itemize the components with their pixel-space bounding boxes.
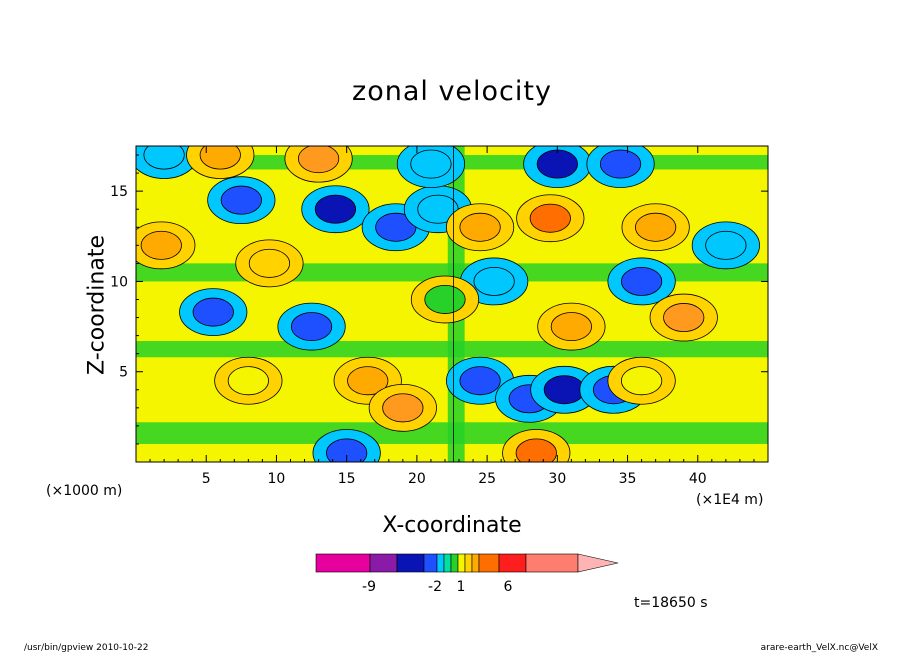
contour-blob-core bbox=[550, 312, 593, 342]
contour-blob-core bbox=[410, 149, 452, 179]
y-axis: 5 10 15 bbox=[110, 154, 768, 445]
colorbar: -9 -2 1 6 bbox=[315, 553, 619, 595]
x-tick-label: 15 bbox=[338, 471, 356, 487]
contour-blob-core bbox=[635, 212, 677, 242]
x-tick-label: 10 bbox=[268, 471, 286, 487]
contour-blob-core bbox=[220, 185, 262, 215]
plot-frame bbox=[135, 145, 769, 463]
colorbar-tick-label: -9 bbox=[362, 579, 376, 595]
x-axis-unit-left: (×1000 m) bbox=[46, 483, 123, 499]
contour-blob-core bbox=[620, 366, 663, 396]
contour-blob-core bbox=[705, 230, 747, 260]
y-tick-label: 5 bbox=[119, 365, 128, 381]
colorbar-tick-label: 6 bbox=[504, 579, 513, 595]
x-tick-label: 40 bbox=[689, 471, 707, 487]
contour-blob-core bbox=[140, 230, 182, 260]
footer-right: arare-earth_VelX.nc@VelX bbox=[760, 643, 878, 653]
contour-blob-core bbox=[459, 212, 501, 242]
colorbar-swatch bbox=[436, 553, 445, 573]
contour-blob-core bbox=[529, 203, 571, 233]
colorbar-swatch bbox=[525, 553, 579, 573]
x-axis: 5 10 15 20 25 30 35 40 bbox=[149, 146, 755, 487]
colorbar-swatch bbox=[471, 553, 480, 573]
colorbar-swatch bbox=[450, 553, 459, 573]
colorbar-swatch bbox=[396, 553, 425, 573]
colorbar-tick-label: 1 bbox=[457, 579, 466, 595]
colorbar-swatch bbox=[464, 553, 473, 573]
contour-field bbox=[136, 146, 768, 462]
x-axis-unit-right: (×1E4 m) bbox=[696, 492, 764, 508]
contour-blob-core bbox=[663, 303, 705, 333]
contour-blob-core bbox=[314, 194, 357, 224]
y-axis-label: Z-coordinate bbox=[84, 235, 110, 375]
colorbar-swatch bbox=[443, 553, 452, 573]
colorbar-swatch bbox=[423, 553, 438, 573]
colorbar-swatch bbox=[315, 553, 371, 573]
colorbar-swatch bbox=[498, 553, 527, 573]
colorbar-swatch bbox=[478, 553, 500, 573]
time-label: t=18650 s bbox=[634, 595, 708, 611]
contour-blob-core bbox=[199, 146, 241, 170]
colorbar-tick-label: -2 bbox=[428, 579, 442, 595]
contour-blob-core bbox=[192, 297, 234, 327]
contour-blob-core bbox=[347, 366, 389, 396]
contour-blob-core bbox=[290, 312, 333, 342]
contour-blob-core bbox=[599, 149, 642, 179]
contour-blob-core bbox=[382, 393, 424, 423]
colorbar-arrow bbox=[577, 553, 619, 573]
x-tick-label: 35 bbox=[619, 471, 637, 487]
footer-left: /usr/bin/gpview 2010-10-22 bbox=[24, 643, 149, 653]
contour-blob-core bbox=[536, 149, 578, 179]
contour-blob-core bbox=[143, 146, 185, 170]
contour-blob-core bbox=[473, 266, 515, 296]
contour-blob-core bbox=[297, 146, 340, 174]
colorbar-swatch bbox=[457, 553, 466, 573]
y-tick-label: 15 bbox=[110, 184, 128, 200]
contour-blob-core bbox=[227, 366, 269, 396]
colorbar-swatch bbox=[369, 553, 398, 573]
x-axis-label: X-coordinate bbox=[382, 513, 522, 538]
contour-blob-core bbox=[424, 285, 466, 314]
contour-blob-core bbox=[459, 366, 501, 396]
chart-title: zonal velocity bbox=[352, 76, 552, 107]
x-tick-label: 25 bbox=[478, 471, 496, 487]
x-tick-label: 20 bbox=[408, 471, 426, 487]
contour-blob-core bbox=[515, 438, 557, 462]
x-tick-label: 30 bbox=[548, 471, 566, 487]
contour-blob-core bbox=[620, 266, 663, 296]
contour-blob-core bbox=[248, 248, 291, 278]
contour-blob-core bbox=[326, 438, 368, 462]
contour-blob-core bbox=[543, 375, 585, 405]
x-tick-label: 5 bbox=[202, 471, 211, 487]
y-tick-label: 10 bbox=[110, 274, 128, 290]
